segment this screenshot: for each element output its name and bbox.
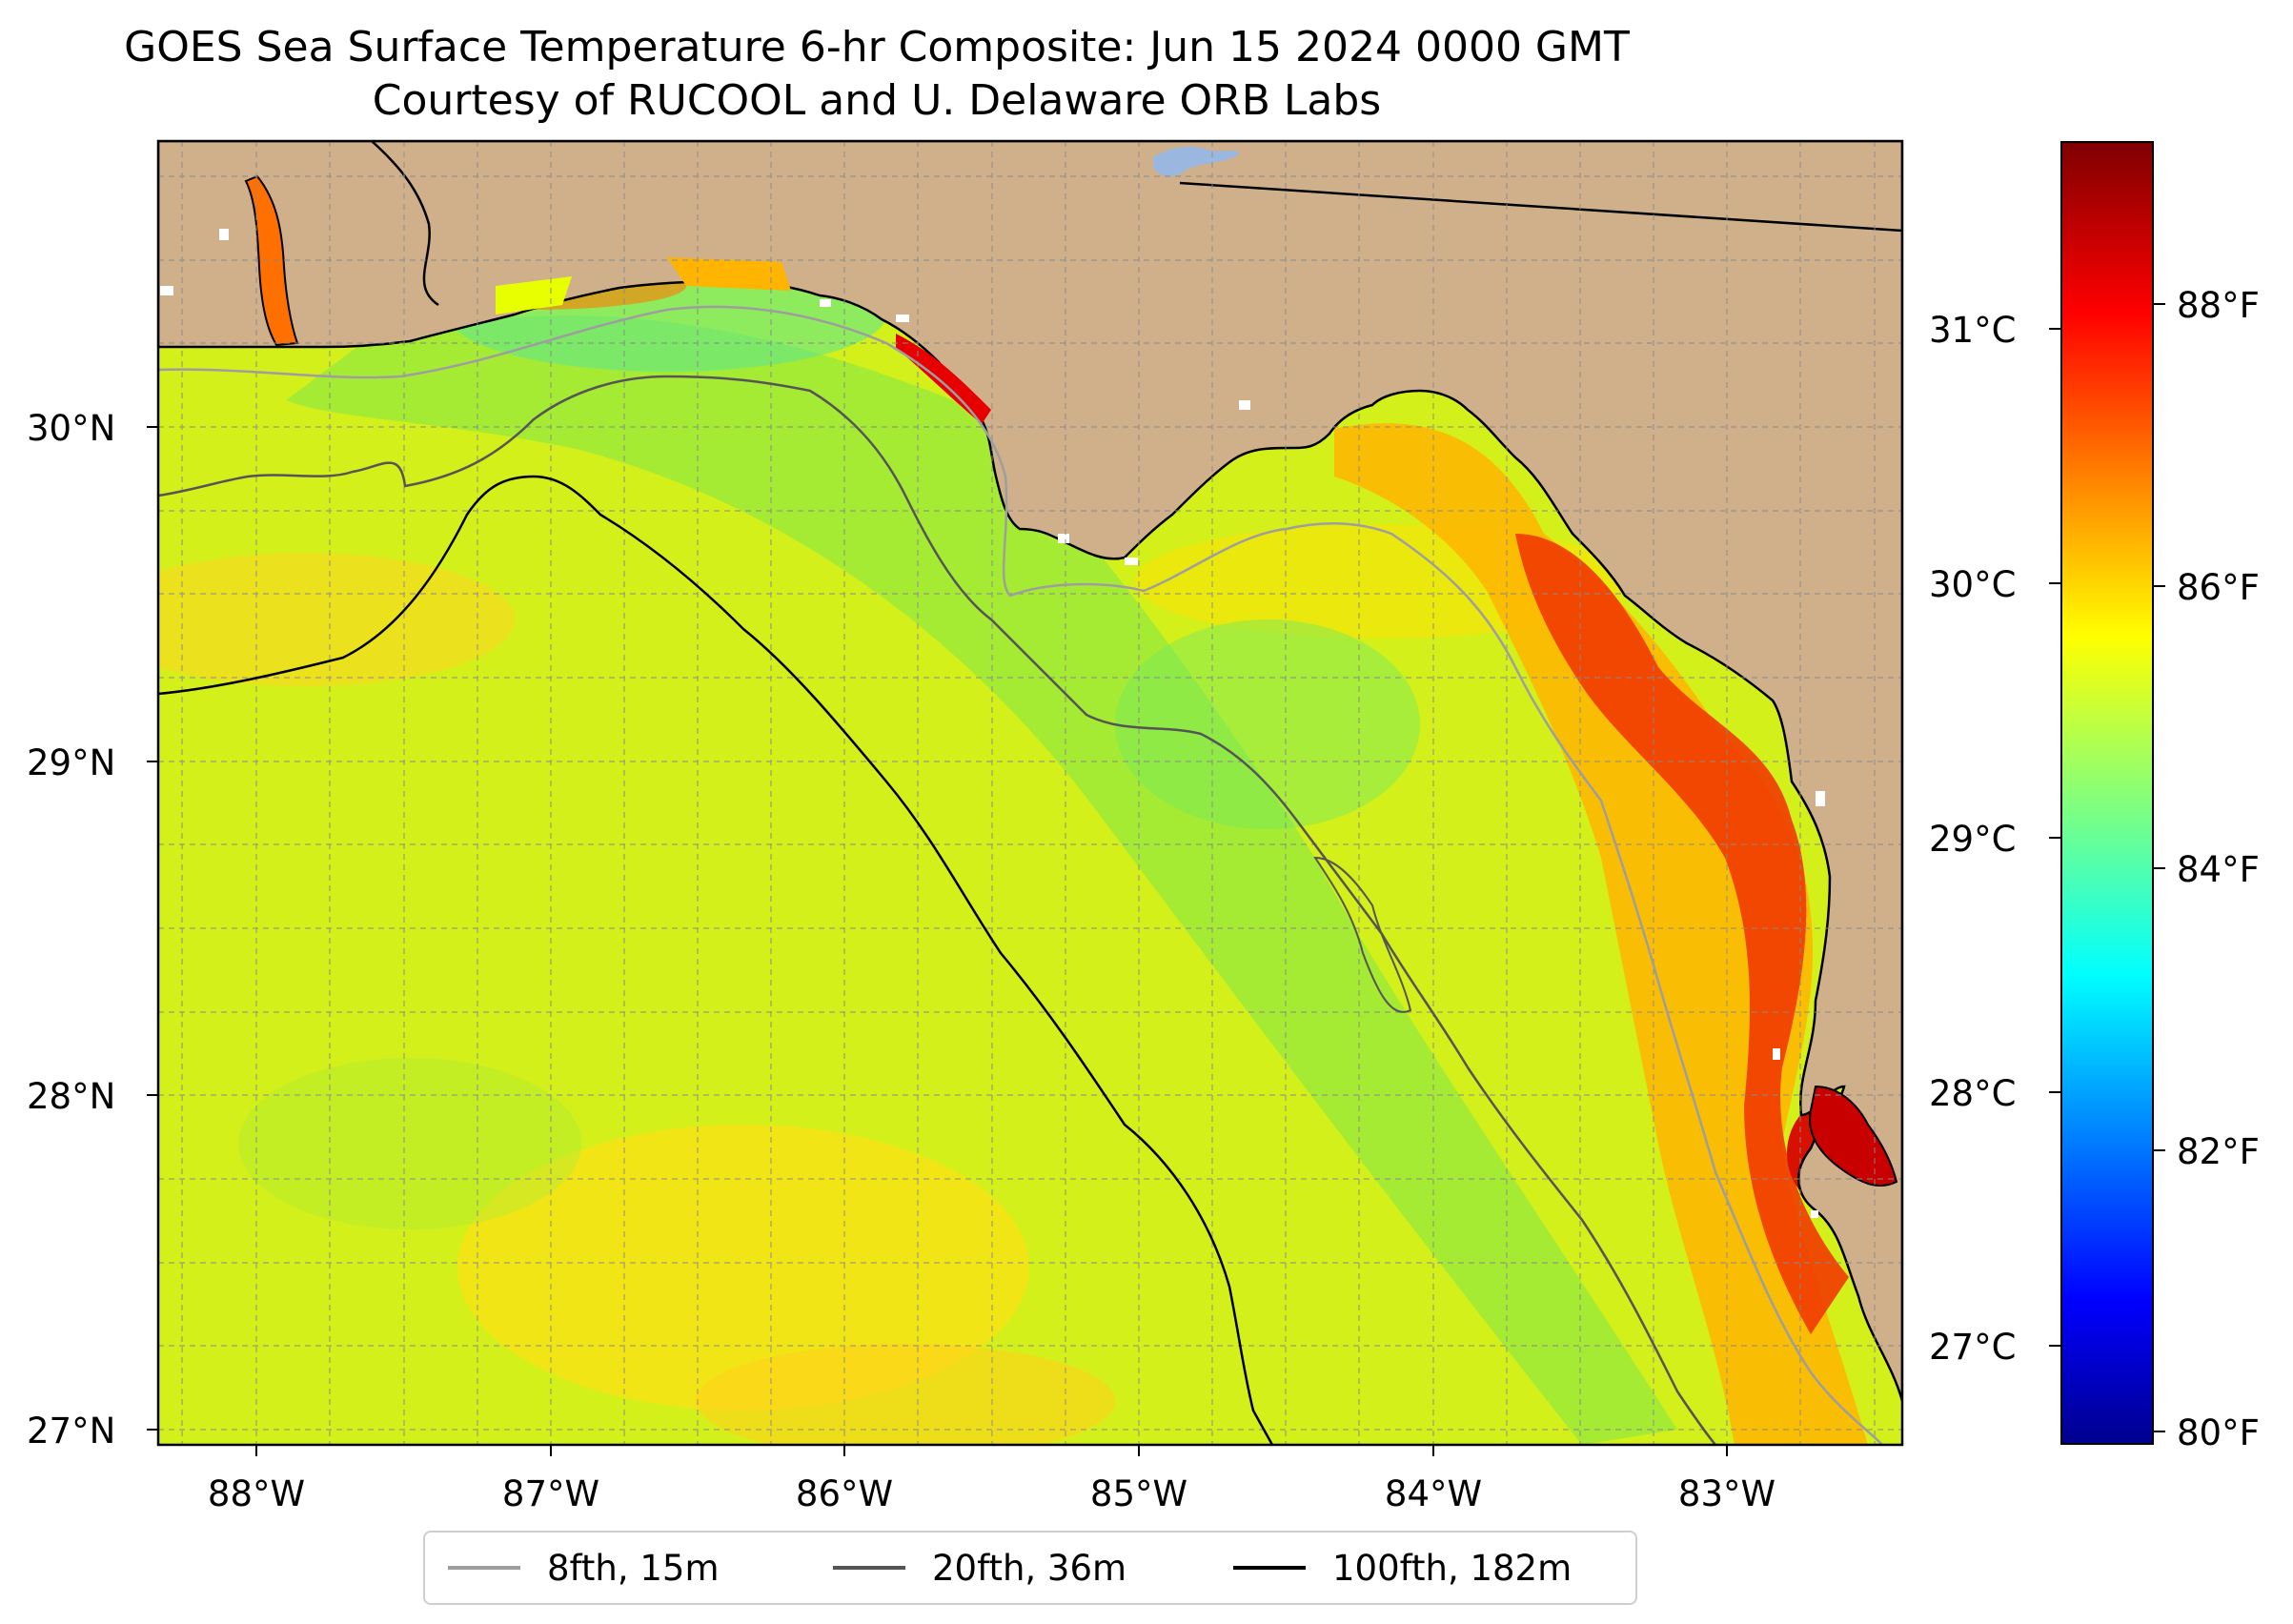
map-subtitle: Courtesy of RUCOOL and U. Delaware ORB L… xyxy=(372,76,1382,125)
legend-label: 8fth, 15m xyxy=(547,1547,720,1589)
axis-ticks xyxy=(147,426,1728,1456)
isobath-legend: 8fth, 15m 20fth, 36m 100fth, 182m xyxy=(423,1531,1637,1605)
map-frame xyxy=(156,139,1904,1447)
legend-item-20fth: 20fth, 36m xyxy=(833,1533,1126,1603)
x-tick-label: 88°W xyxy=(207,1473,306,1514)
x-tick-label: 83°W xyxy=(1677,1473,1776,1514)
sst-colorbar xyxy=(2060,141,2154,1445)
colorbar-gradient xyxy=(2062,143,2152,1443)
colorbar-celsius-label: 27°C xyxy=(1929,1327,2017,1368)
colorbar-celsius-label: 28°C xyxy=(1929,1073,2017,1114)
state-border xyxy=(1179,181,1902,233)
colorbar-fahrenheit-label: 84°F xyxy=(2177,849,2260,890)
isobath-island xyxy=(1313,856,1412,1013)
colorbar-celsius-label: 30°C xyxy=(1929,564,2017,605)
gridlines xyxy=(158,141,1902,1445)
legend-label: 100fth, 182m xyxy=(1332,1547,1573,1589)
x-tick-label: 84°W xyxy=(1384,1473,1483,1514)
bay-sst xyxy=(496,276,572,315)
state-border xyxy=(371,141,439,307)
x-tick-label: 87°W xyxy=(501,1473,600,1514)
legend-swatch xyxy=(1233,1566,1306,1570)
y-tick-label: 28°N xyxy=(27,1076,116,1117)
y-tick-label: 30°N xyxy=(27,408,116,449)
cool-band xyxy=(286,315,1677,1445)
hot-coastal-core xyxy=(1515,534,1849,1334)
bay-sst xyxy=(896,334,991,424)
colorbar-celsius-label: 31°C xyxy=(1929,310,2017,351)
y-tick-label: 27°N xyxy=(27,1411,116,1451)
no-data-speckles xyxy=(160,229,1825,1218)
colorbar-celsius-label: 29°C xyxy=(1929,819,2017,860)
y-tick-label: 29°N xyxy=(27,742,116,783)
legend-label: 20fth, 36m xyxy=(932,1547,1127,1589)
colorbar-fahrenheit-label: 88°F xyxy=(2177,285,2260,326)
isobath-100fth xyxy=(158,475,1274,1445)
lake xyxy=(1153,147,1239,177)
colorbar-fahrenheit-label: 82°F xyxy=(2177,1131,2260,1172)
x-tick-label: 85°W xyxy=(1089,1473,1188,1514)
colorbar-fahrenheit-label: 80°F xyxy=(2177,1412,2260,1453)
hot-coastal-band xyxy=(1334,423,1868,1445)
legend-item-100fth: 100fth, 182m xyxy=(1233,1533,1572,1603)
warm-patch xyxy=(457,1125,1029,1411)
isobath-20fth xyxy=(158,375,1716,1445)
warm-patch xyxy=(696,1344,1115,1445)
cool-patch xyxy=(238,1058,581,1229)
legend-item-8fth: 8fth, 15m xyxy=(448,1533,720,1603)
map-title: GOES Sea Surface Temperature 6-hr Compos… xyxy=(124,23,1630,71)
legend-swatch xyxy=(833,1566,905,1570)
colorbar-fahrenheit-label: 86°F xyxy=(2177,567,2260,608)
legend-swatch xyxy=(448,1566,520,1570)
cool-patch xyxy=(1115,619,1420,829)
x-tick-label: 86°W xyxy=(795,1473,894,1514)
isobath-8fth xyxy=(158,305,1883,1445)
